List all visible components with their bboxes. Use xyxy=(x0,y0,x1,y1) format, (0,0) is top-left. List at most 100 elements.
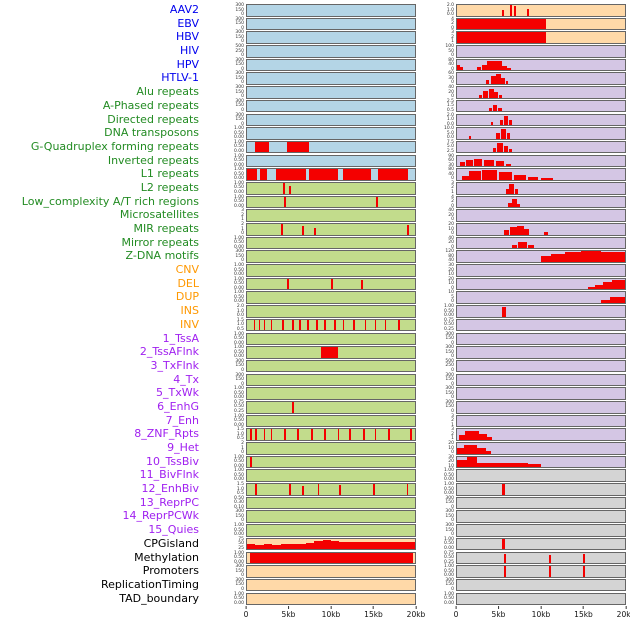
x-tick-label: 0 xyxy=(243,610,249,620)
signal-bar xyxy=(504,115,509,126)
y-axis-ticks-left: 1.00 0.50 0.00 xyxy=(204,469,246,482)
y-tick-label: 1.00 xyxy=(233,345,244,351)
y-tick-label: 0.50 xyxy=(233,294,244,300)
x-tick-label: 5kb xyxy=(491,610,506,620)
signal-bar xyxy=(497,143,504,153)
track-panel-right xyxy=(456,318,626,332)
signal-bar xyxy=(260,169,268,180)
y-tick-label: 150 xyxy=(445,582,454,588)
signal-bar xyxy=(504,146,509,153)
signal-bar xyxy=(527,244,535,249)
signal-bar xyxy=(603,282,612,290)
track-row: Microsatellites 3 2 1 40 20 0 xyxy=(0,209,630,222)
y-tick-label: 0.5 xyxy=(236,436,244,442)
track-panel-left xyxy=(246,291,416,305)
x-axis-row: 0 5kb 10kb 15kb 20kb 0 5kb 10kb 15kb 20kb xyxy=(0,606,630,624)
y-axis-ticks-left: 300 150 0 xyxy=(204,565,246,578)
y-tick-label: 300 xyxy=(235,112,244,118)
track-row: CPGisland 75 50 25 1.00 0.50 0.00 xyxy=(0,537,630,551)
y-tick-label: 1 xyxy=(241,445,244,451)
track-label: Directed repeats xyxy=(107,113,199,126)
y-tick-label: 0.00 xyxy=(233,203,244,209)
y-tick-label: 0 xyxy=(451,518,454,524)
y-tick-label: 4 xyxy=(451,16,454,22)
y-axis-ticks-right: 30 20 10 xyxy=(416,264,456,277)
y-axis-ticks-left: 1.00 0.50 0.00 xyxy=(204,140,246,154)
y-tick-label: 0 xyxy=(451,94,454,100)
x-tick-label: 15kb xyxy=(364,610,383,620)
y-tick-label: 0.75 xyxy=(233,399,244,405)
signal-bar xyxy=(500,78,505,85)
track-label: 9_Het xyxy=(167,442,199,454)
y-tick-label: 30 xyxy=(448,162,454,168)
y-axis-ticks-left: 300 150 0 xyxy=(204,31,246,44)
signal-bar xyxy=(457,448,464,454)
signal-bar xyxy=(502,307,506,317)
track-panel-left xyxy=(246,387,416,400)
y-axis-ticks-right: 1.00 0.50 0.00 xyxy=(416,537,456,551)
y-tick-label: 300 xyxy=(235,372,244,378)
y-tick-label: 10 xyxy=(448,226,454,232)
y-tick-label: 150 xyxy=(235,89,244,95)
y-tick-label: 150 xyxy=(445,336,454,341)
signal-bar xyxy=(322,540,331,550)
y-axis-ticks-left: 300 150 0 xyxy=(204,3,246,17)
signal-bar xyxy=(509,149,512,153)
y-axis-ticks-right: 1.00 0.50 0.00 xyxy=(416,592,456,606)
y-tick-label: 60 xyxy=(448,158,454,164)
track-panel-left xyxy=(246,236,416,250)
signal-bar xyxy=(292,319,295,331)
track-panel-right xyxy=(456,31,626,44)
y-tick-label: 0.00 xyxy=(443,573,454,579)
track-label: 3_TxFlnk xyxy=(150,359,199,372)
y-tick-label: 3 xyxy=(451,180,454,186)
signal-bar xyxy=(263,319,266,331)
track-panel-left xyxy=(246,127,416,140)
signal-bar xyxy=(324,319,326,331)
track-label: Low_complexity A/T rich regions xyxy=(21,195,199,208)
y-tick-label: 120 xyxy=(445,249,454,255)
y-tick-label: 1.00 xyxy=(233,153,244,159)
signal-bar xyxy=(583,566,586,577)
y-tick-label: 0.50 xyxy=(233,281,244,287)
signal-bar xyxy=(504,230,510,235)
track-row: INV 1.5 1.0 0.5 0.75 0.50 0.25 xyxy=(0,318,630,332)
track-label: DEL xyxy=(177,277,199,290)
track-panel-right xyxy=(456,414,626,428)
y-axis-ticks-right: 90 60 30 xyxy=(416,154,456,168)
y-tick-label: 25 xyxy=(238,545,244,551)
signal-bar xyxy=(512,245,518,249)
signal-bar xyxy=(487,436,493,440)
track-row: Low_complexity A/T rich regions 1.00 0.50 0… xyxy=(0,195,630,209)
y-tick-label: 10 xyxy=(448,290,454,296)
y-tick-label: 0 xyxy=(241,94,244,100)
y-tick-label: 20 xyxy=(448,267,454,273)
y-tick-label: 0.50 xyxy=(443,568,454,574)
signal-bar xyxy=(339,541,348,550)
track-panel-right xyxy=(456,551,626,565)
track-panel-right xyxy=(456,140,626,154)
y-tick-label: 1.00 xyxy=(443,564,454,570)
track-panel-left xyxy=(246,428,416,441)
y-tick-label: 1.00 xyxy=(233,413,244,419)
y-tick-label: 0 xyxy=(451,80,454,86)
y-tick-label: 0.50 xyxy=(443,486,454,492)
signal-bar xyxy=(485,79,489,85)
y-tick-label: 5.0 xyxy=(446,144,454,150)
signal-bar xyxy=(250,553,414,564)
y-tick-label: 1.00 xyxy=(233,276,244,282)
y-axis-ticks-right: 60 30 0 xyxy=(416,72,456,85)
signal-bar xyxy=(498,107,502,112)
signal-bar xyxy=(465,430,479,440)
y-tick-label: 0.00 xyxy=(233,395,244,401)
track-row: DNA transposons 1.00 0.50 0.00 10.0 5.0 0.0 xyxy=(0,127,630,140)
track-panel-right xyxy=(456,113,626,127)
x-tick: 10kb xyxy=(532,606,550,619)
signal-bar xyxy=(514,174,526,180)
y-tick-label: 300 xyxy=(235,16,244,22)
y-tick-label: 2 xyxy=(241,222,244,227)
y-tick-label: 1 xyxy=(451,189,454,195)
y-tick-label: 0 xyxy=(451,231,454,236)
